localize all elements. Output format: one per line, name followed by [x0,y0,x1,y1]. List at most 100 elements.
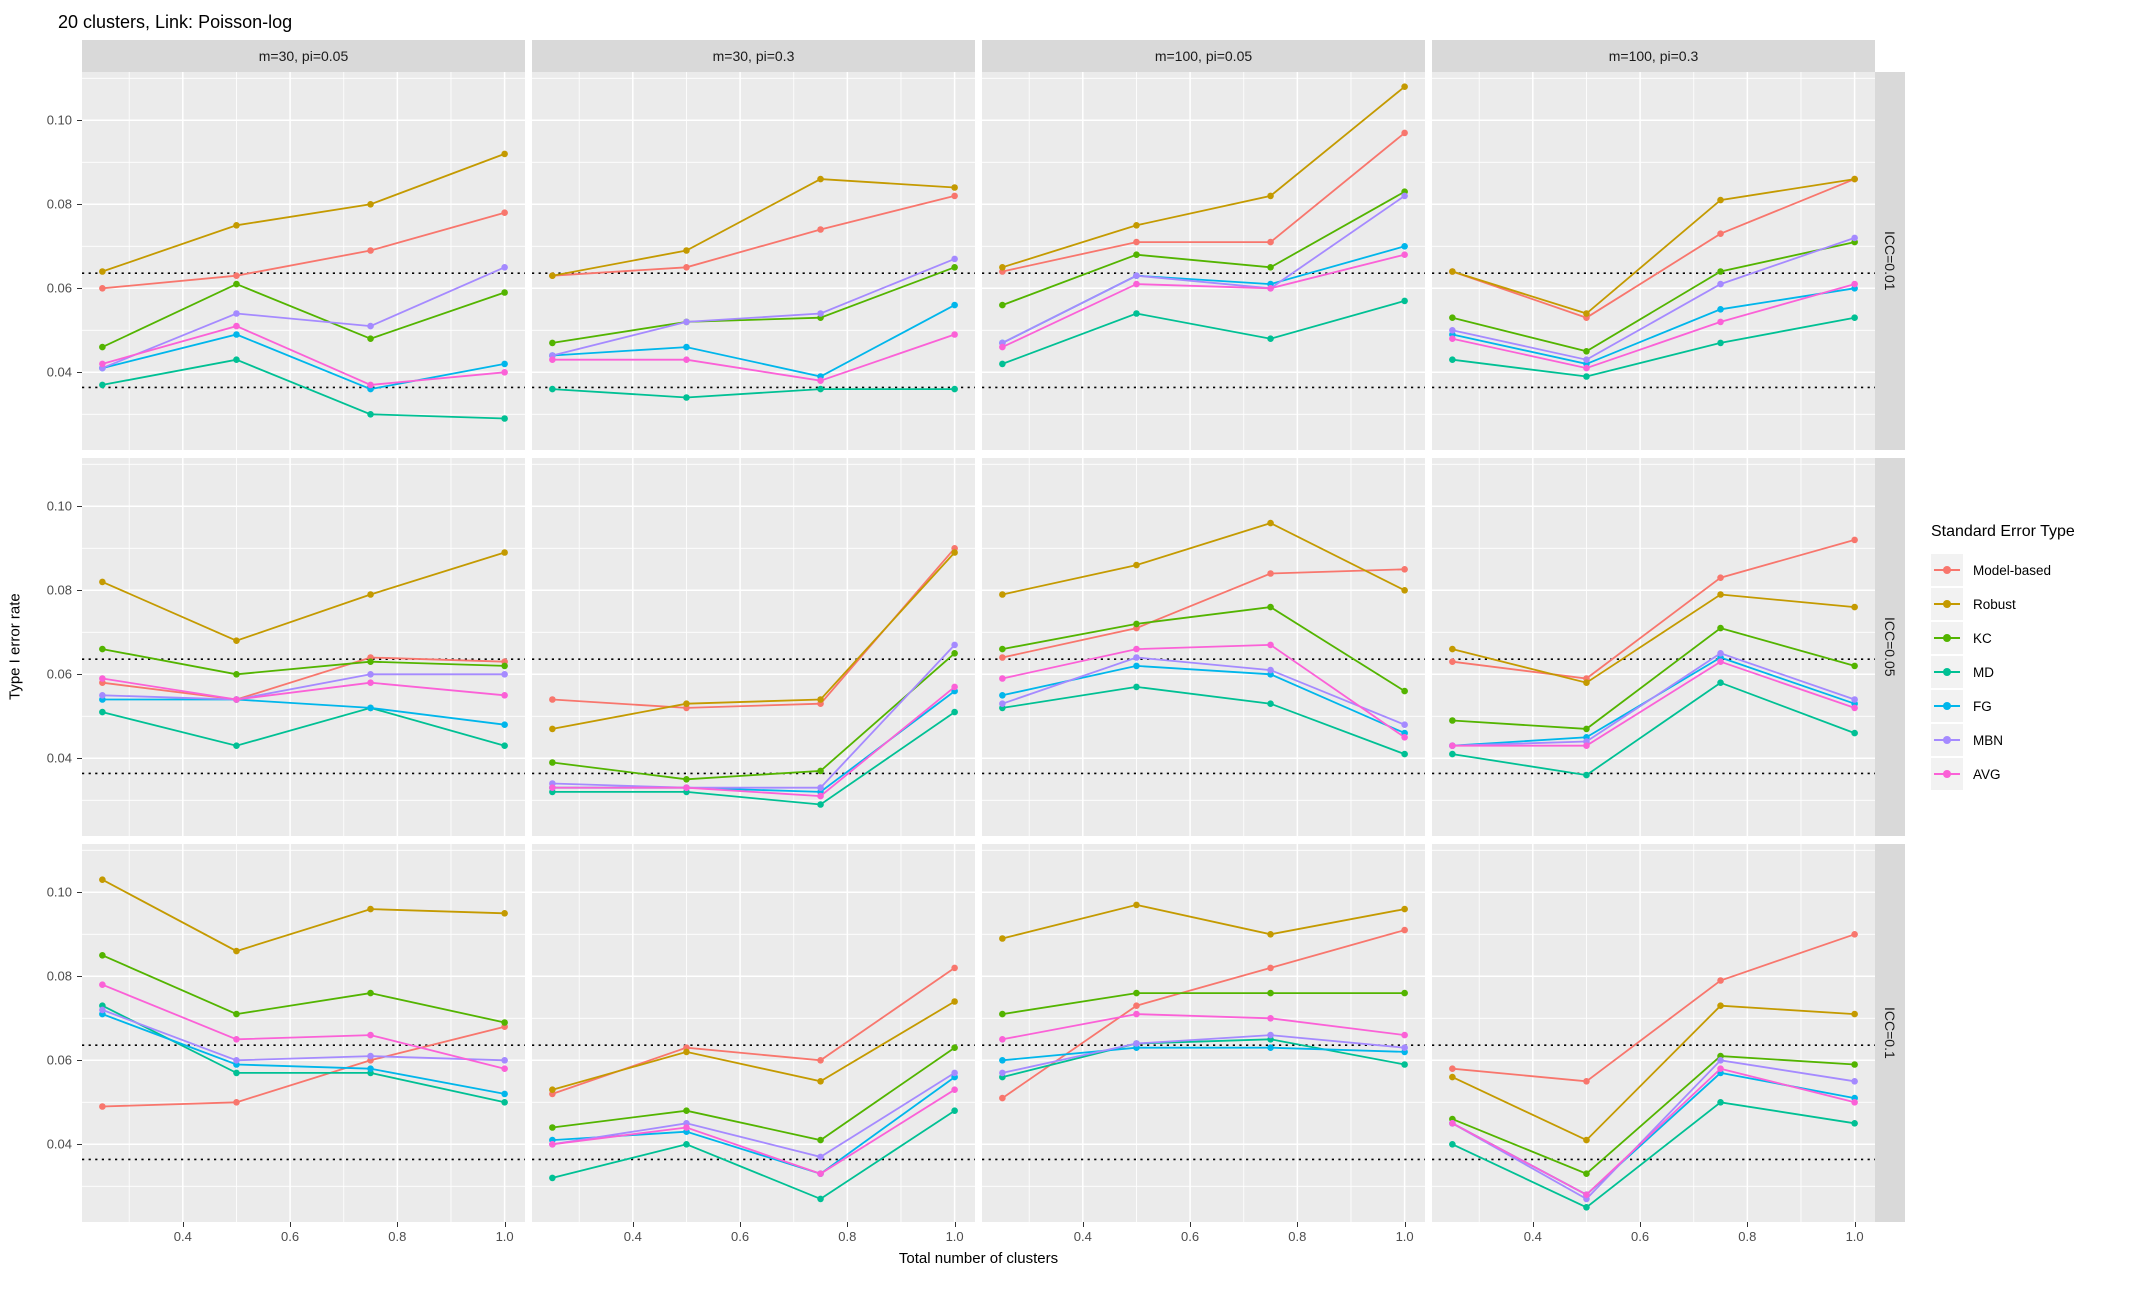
y-tick-mark [77,204,82,206]
legend-key-line-icon [1931,724,1963,756]
y-tick-label: 0.04 [46,750,72,766]
x-tick-label: 0.6 [1181,1229,1200,1244]
y-tick-label: 0.08 [46,582,72,598]
legend-key-line-icon [1931,690,1963,722]
legend-key-line-icon [1931,758,1963,790]
x-tick-label: 1.0 [1395,1229,1414,1244]
x-tick-mark [504,1222,506,1227]
y-tick-label: 0.04 [46,1136,72,1152]
y-tick-mark [77,1060,82,1062]
legend-item: Model-based [1931,553,2155,587]
legend-label: KC [1973,630,1992,646]
y-tick-mark [77,976,82,978]
y-tick-label: 0.08 [46,196,72,212]
y-tick-label: 0.06 [46,666,72,682]
x-axis: 0.4 0.6 0.8 1.0 [82,1222,525,1246]
legend-label: MD [1973,664,1994,680]
y-axis: 0.10 0.08 0.06 0.04 [30,844,82,1222]
facet-row-strip: ICC=0.01 [1875,72,1905,450]
legend: Standard Error Type Model-based Robust K… [1905,40,2155,1274]
legend-item: KC [1931,621,2155,655]
x-tick-mark [1532,1222,1534,1227]
panel-icc005-m100-pi03 [1432,458,1875,836]
legend-label: FG [1973,698,1992,714]
y-axis-title: Type I error rate [6,593,24,701]
x-tick-mark [1747,1222,1749,1227]
legend-title: Standard Error Type [1931,523,2075,540]
x-tick-mark [740,1222,742,1227]
facet-col-strip: m=100, pi=0.05 [982,40,1425,72]
panel-icc001-m100-pi005 [982,72,1425,450]
y-tick-mark [77,506,82,508]
legend-label: AVG [1973,766,2001,782]
y-tick-label: 0.10 [46,884,72,900]
panel-icc005-m100-pi005 [982,458,1425,836]
panel-icc001-m30-pi03 [532,72,975,450]
x-tick-label: 0.4 [173,1229,192,1244]
panel-icc01-m30-pi03 [532,844,975,1222]
x-tick-label: 0.8 [1288,1229,1307,1244]
x-tick-mark [1404,1222,1406,1227]
y-tick-label: 0.10 [46,498,72,514]
legend-key-line-icon [1931,588,1963,620]
legend-item: Robust [1931,587,2155,621]
x-tick-mark [632,1222,634,1227]
x-tick-mark [1082,1222,1084,1227]
x-tick-label: 0.4 [623,1229,642,1244]
legend-item: MBN [1931,723,2155,757]
legend-label: Model-based [1973,562,2052,578]
panel-icc005-m30-pi03 [532,458,975,836]
y-tick-mark [77,288,82,290]
legend-key-line-icon [1931,656,1963,688]
panel-icc001-m100-pi03 [1432,72,1875,450]
panel-icc001-m30-pi005 [82,72,525,450]
x-tick-label: 1.0 [495,1229,514,1244]
x-axis: 0.4 0.6 0.8 1.0 [532,1222,975,1246]
x-tick-mark [1190,1222,1192,1227]
y-tick-label: 0.04 [46,364,72,380]
y-axis: 0.10 0.08 0.06 0.04 [30,458,82,836]
y-tick-mark [77,1144,82,1146]
facet-row-label: ICC=0.01 [1882,231,1898,291]
x-tick-mark [397,1222,399,1227]
legend-key-line-icon [1931,622,1963,654]
legend-label: Robust [1973,596,2016,612]
y-tick-label: 0.08 [46,968,72,984]
y-tick-mark [77,758,82,760]
legend-label: MBN [1973,732,2003,748]
legend-item: AVG [1931,757,2155,791]
y-tick-mark [77,120,82,122]
panel-icc01-m30-pi005 [82,844,525,1222]
chart-title: 20 clusters, Link: Poisson-log [58,12,293,32]
x-tick-label: 0.8 [838,1229,857,1244]
panel-icc01-m100-pi03 [1432,844,1875,1222]
y-tick-mark [77,372,82,374]
x-tick-label: 0.8 [1738,1229,1757,1244]
x-tick-mark [1640,1222,1642,1227]
facet-row-label: ICC=0.1 [1882,1007,1898,1059]
x-tick-mark [290,1222,292,1227]
x-axis: 0.4 0.6 0.8 1.0 [1432,1222,1875,1246]
y-tick-mark [77,674,82,676]
x-tick-mark [954,1222,956,1227]
x-tick-label: 0.6 [281,1229,300,1244]
x-tick-label: 0.4 [1523,1229,1542,1244]
facet-col-strip: m=100, pi=0.3 [1432,40,1875,72]
x-tick-mark [847,1222,849,1227]
panel-icc005-m30-pi005 [82,458,525,836]
facet-row-label: ICC=0.05 [1882,617,1898,677]
x-tick-label: 0.6 [1631,1229,1650,1244]
x-tick-label: 0.6 [731,1229,750,1244]
legend-key-line-icon [1931,554,1963,586]
x-tick-label: 1.0 [945,1229,964,1244]
y-tick-mark [77,892,82,894]
x-tick-mark [1297,1222,1299,1227]
x-axis-title: Total number of clusters [898,1250,1059,1267]
facet-col-strip: m=30, pi=0.05 [82,40,525,72]
x-tick-label: 0.8 [388,1229,407,1244]
y-tick-label: 0.06 [46,280,72,296]
x-tick-label: 0.4 [1073,1229,1092,1244]
facet-row-strip: ICC=0.1 [1875,844,1905,1222]
facet-row-strip: ICC=0.05 [1875,458,1905,836]
